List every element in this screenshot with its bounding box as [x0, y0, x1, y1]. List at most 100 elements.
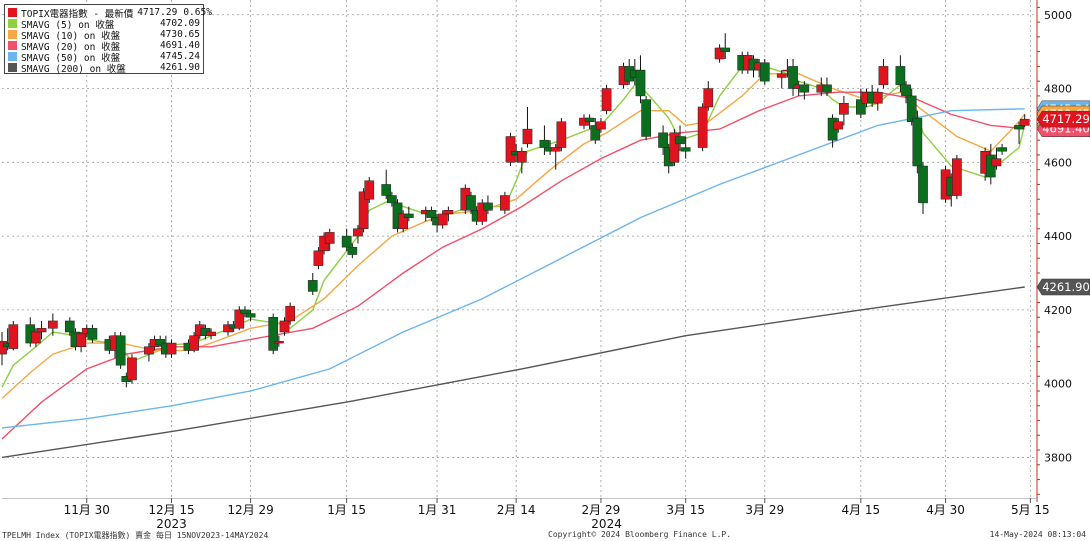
candle: [341, 228, 352, 251]
candle-body: [1014, 125, 1024, 130]
last-value-tag: 4717.29: [1036, 110, 1090, 128]
legend-value: 4702.09: [159, 18, 200, 29]
candle: [556, 118, 567, 152]
candle: [584, 114, 595, 130]
y-tick-label: 3800: [1044, 451, 1072, 464]
x-year-label: 2024: [591, 517, 622, 528]
candle: [279, 317, 290, 336]
x-tick-label: 4月 30: [926, 503, 965, 517]
last-value-labels: 4745.244730.654702.094691.404717.294261.…: [1036, 100, 1090, 296]
y-tick-label: 5000: [1044, 9, 1072, 22]
last-value-tag-text: 4261.90: [1042, 280, 1090, 294]
candle: [878, 59, 889, 89]
series-line-SMAVG (5): [1, 61, 1026, 388]
candle: [1019, 114, 1030, 128]
candle-body: [144, 346, 154, 355]
candle-body: [776, 73, 787, 78]
legend-row-sma5: SMAVG (5) on 收盤 4702.09: [8, 18, 200, 31]
candle-body: [0, 340, 7, 355]
candle: [166, 339, 177, 358]
candle-body: [76, 333, 86, 348]
candle-body: [601, 88, 612, 111]
x-tick-label: 3月 29: [745, 503, 784, 517]
candle-body: [64, 320, 75, 333]
candle: [144, 343, 154, 362]
candle: [307, 272, 318, 296]
line-swatch-icon: [8, 30, 17, 39]
candle: [466, 191, 476, 214]
x-tick-label: 12月 29: [227, 503, 273, 517]
legend-row-sma20: SMAVG (20) on 收盤 4691.40: [8, 40, 200, 53]
candle-body: [997, 147, 1007, 152]
candle-body: [324, 232, 335, 244]
candle-body: [115, 335, 126, 366]
candle: [268, 313, 279, 355]
candlestick-chart: 3800 4000 4200 4400 4600 4800 5000 11月 30 12月 1…: [0, 0, 1090, 528]
candle: [127, 354, 137, 384]
candle-body: [539, 139, 550, 148]
candle-body: [912, 117, 923, 167]
line-swatch-icon: [8, 19, 17, 28]
candle: [516, 147, 527, 174]
x-tick-label: 3月 15: [666, 503, 705, 517]
candle-body: [274, 340, 284, 344]
last-value-tag-bg: [1036, 278, 1090, 296]
candle: [477, 199, 488, 226]
legend-label: TOPIX電器指數 - 最新價: [21, 8, 134, 20]
candle-body: [364, 180, 375, 200]
candle-body: [8, 324, 19, 349]
x-tick-label: 12月 15: [148, 503, 194, 517]
candle: [64, 317, 75, 336]
candle: [759, 59, 770, 85]
candle-body: [426, 210, 437, 218]
candle: [895, 55, 906, 93]
candle: [483, 195, 493, 214]
candle: [822, 77, 832, 96]
candle: [788, 59, 798, 96]
candle: [31, 328, 41, 347]
candle-body: [596, 121, 606, 130]
candle-body: [675, 136, 685, 145]
candle: [901, 81, 911, 104]
legend-label: SMAVG (5) on 收盤: [21, 19, 115, 31]
legend-row-sma200: SMAVG (200) on 收盤 4261.90: [8, 62, 200, 75]
candle: [364, 177, 375, 203]
candle-body: [206, 331, 216, 336]
candle-body: [313, 250, 324, 266]
candle: [206, 328, 216, 340]
candle-body: [437, 213, 448, 226]
legend-value: 4261.90: [159, 62, 200, 73]
candle: [641, 95, 651, 141]
candle: [776, 70, 787, 89]
candle: [274, 335, 284, 347]
candle: [381, 169, 392, 200]
candle: [675, 125, 685, 152]
candle: [799, 81, 810, 100]
legend-label: SMAVG (10) on 收盤: [21, 30, 121, 42]
x-tick-label: 11月 30: [64, 503, 110, 517]
candle: [353, 225, 363, 244]
candle: [240, 306, 250, 318]
candle-body: [658, 132, 668, 148]
candle: [697, 103, 708, 152]
candle-body: [443, 210, 454, 215]
candle-body: [714, 47, 725, 60]
candle-body: [697, 106, 708, 148]
candle-body: [522, 128, 533, 145]
candle-body: [855, 99, 866, 115]
candle: [403, 206, 414, 222]
candle-body: [240, 309, 250, 314]
candle: [358, 188, 369, 233]
candle: [997, 143, 1007, 155]
candle-body: [991, 158, 1002, 167]
candle: [324, 228, 335, 251]
candle-body: [550, 147, 561, 152]
candle-body: [822, 84, 832, 93]
candle: [590, 118, 601, 144]
candle: [912, 110, 923, 174]
candle: [952, 154, 962, 200]
y-tick-label: 4600: [1044, 156, 1072, 169]
candle: [347, 243, 358, 259]
candle-body: [788, 66, 798, 89]
candle-body: [477, 202, 488, 222]
